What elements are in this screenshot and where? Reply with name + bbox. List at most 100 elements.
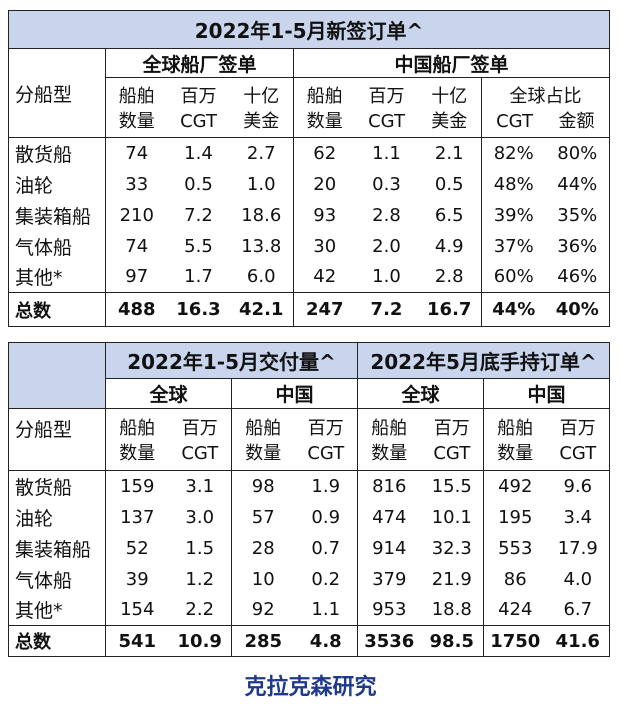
value-cell: 48% bbox=[481, 168, 546, 200]
value-cell: 6.0 bbox=[229, 261, 294, 293]
value-cell: 41.6 bbox=[546, 625, 611, 657]
value-cell: 10.1 bbox=[420, 501, 484, 533]
value-cell: 195 bbox=[483, 501, 547, 533]
value-cell: 2.8 bbox=[417, 261, 482, 293]
ship-type-cell: 气体船 bbox=[8, 563, 106, 595]
orderbook-global-header: 全球 bbox=[357, 378, 484, 409]
value-cell: 553 bbox=[483, 532, 547, 564]
value-cell: 62 bbox=[293, 137, 356, 169]
value-cell: 159 bbox=[105, 470, 169, 502]
value-cell: 18.6 bbox=[229, 199, 294, 231]
value-cell: 74 bbox=[105, 137, 168, 169]
total-row: 总数 541 10.9 285 4.8 3536 98.5 1750 41.6 bbox=[8, 625, 611, 657]
global-share-header: 全球占比 CGT 金额 bbox=[480, 77, 611, 138]
value-cell: 3.4 bbox=[546, 501, 611, 533]
value-cell: 4.9 bbox=[417, 230, 482, 262]
value-cell: 13.8 bbox=[229, 230, 294, 262]
row-label-header: 分船型 bbox=[8, 48, 106, 138]
value-cell: 6.5 bbox=[417, 199, 482, 231]
ship-type-cell: 油轮 bbox=[8, 168, 106, 200]
new-orders-title: 2022年1-5月新签订单^ bbox=[7, 10, 611, 49]
value-cell: 424 bbox=[483, 594, 547, 626]
value-cell: 1.0 bbox=[355, 261, 418, 293]
table-row: 气体船 74 5.5 13.8 30 2.0 4.9 37% 36% bbox=[8, 230, 611, 262]
value-cell: 32.3 bbox=[420, 532, 484, 564]
value-cell: 3536 bbox=[357, 625, 421, 657]
orderbook-china-header: 中国 bbox=[482, 378, 611, 409]
ship-type-cell: 散货船 bbox=[8, 137, 106, 169]
col-ships-header: 船舶 数量 bbox=[483, 408, 547, 471]
value-cell: 2.2 bbox=[168, 594, 232, 626]
value-cell: 10 bbox=[231, 563, 295, 595]
value-cell: 28 bbox=[231, 532, 295, 564]
value-cell: 247 bbox=[293, 292, 356, 327]
value-cell: 816 bbox=[357, 470, 421, 502]
delivery-china-header: 中国 bbox=[231, 378, 358, 409]
value-cell: 5.5 bbox=[184, 235, 213, 257]
value-cell: 0.9 bbox=[294, 501, 358, 533]
table-row: 其他* 97 1.7 6.0 42 1.0 2.8 60% 46% bbox=[8, 261, 611, 293]
value-cell: 80% bbox=[545, 137, 611, 169]
value-cell: 2.1 bbox=[417, 137, 482, 169]
value-cell: 40% bbox=[545, 292, 611, 327]
value-cell: 7.2 bbox=[355, 292, 418, 327]
value-cell: 98 bbox=[231, 470, 295, 502]
value-cell: 0.7 bbox=[294, 532, 358, 564]
value-cell: 4.0 bbox=[546, 563, 611, 595]
table-row: 油轮 137 3.0 57 0.9 474 10.1 195 3.4 bbox=[8, 501, 611, 533]
value-cell: 0.5 bbox=[417, 168, 482, 200]
value-cell: 20 bbox=[293, 168, 356, 200]
value-cell: 2.0 bbox=[372, 235, 401, 257]
value-cell: 2.8 bbox=[372, 204, 401, 226]
col-cgt-header: 百万 CGT bbox=[167, 77, 230, 138]
value-cell: 37% bbox=[481, 230, 546, 262]
value-cell: 2.7 bbox=[229, 137, 294, 169]
value-cell: 60% bbox=[481, 261, 546, 293]
value-cell: 15.5 bbox=[420, 470, 484, 502]
table-row: 其他* 154 2.2 92 1.1 953 18.8 424 6.7 bbox=[8, 594, 611, 626]
value-cell: 1.1 bbox=[294, 594, 358, 626]
col-cgt-header: 百万 CGT bbox=[420, 408, 484, 471]
value-cell: 52 bbox=[105, 532, 169, 564]
ship-type-cell: 气体船 bbox=[8, 230, 106, 262]
value-cell: 0.2 bbox=[294, 563, 358, 595]
ship-type-cell: 总数 bbox=[8, 625, 106, 657]
row-label-header: 分船型 bbox=[8, 408, 106, 471]
value-cell: 953 bbox=[357, 594, 421, 626]
table-row: 散货船 74 1.4 2.7 62 1.1 2.1 82% 80% bbox=[8, 137, 611, 169]
ship-type-cell: 其他* bbox=[8, 261, 106, 293]
col-usd-header: 十亿 美金 bbox=[417, 77, 482, 138]
value-cell: 1.9 bbox=[294, 470, 358, 502]
value-cell: 39 bbox=[105, 563, 169, 595]
value-cell: 97 bbox=[105, 261, 168, 293]
col-ships-header: 船舶 数量 bbox=[105, 408, 169, 471]
value-cell: 30 bbox=[293, 230, 356, 262]
value-cell: 7.2 bbox=[184, 204, 213, 226]
value-cell: 18.8 bbox=[420, 594, 484, 626]
value-cell: 1.4 bbox=[167, 137, 230, 169]
value-cell: 154 bbox=[105, 594, 169, 626]
col-ships-header: 船舶 数量 bbox=[293, 77, 356, 138]
col-ships-header: 船舶 数量 bbox=[231, 408, 295, 471]
deliveries-title: 2022年1-5月交付量^ bbox=[105, 342, 358, 379]
col-cgt-header: 百万 CGT bbox=[546, 408, 611, 471]
value-cell: 1.2 bbox=[168, 563, 232, 595]
value-cell: 9.6 bbox=[546, 470, 611, 502]
value-cell: 1.7 bbox=[167, 261, 230, 293]
value-cell: 46% bbox=[545, 261, 611, 293]
value-cell: 1.1 bbox=[355, 137, 418, 169]
value-cell: 0.3 bbox=[372, 173, 401, 195]
value-cell: 1.0 bbox=[229, 168, 294, 200]
col-cgt-header: 百万 CGT bbox=[355, 77, 418, 138]
col-cgt-header: 百万 CGT bbox=[294, 408, 358, 471]
col-ships-header: 船舶 数量 bbox=[105, 77, 168, 138]
orderbook-title: 2022年5月底手持订单^ bbox=[356, 342, 611, 379]
global-yards-header: 全球船厂签单 bbox=[105, 48, 294, 78]
value-cell: 39% bbox=[481, 199, 546, 231]
value-cell: 92 bbox=[231, 594, 295, 626]
value-cell: 57 bbox=[231, 501, 295, 533]
value-cell: 74 bbox=[105, 230, 168, 262]
ship-type-cell: 总数 bbox=[8, 292, 106, 327]
value-cell: 16.7 bbox=[417, 292, 482, 327]
value-cell: 44% bbox=[481, 292, 546, 327]
